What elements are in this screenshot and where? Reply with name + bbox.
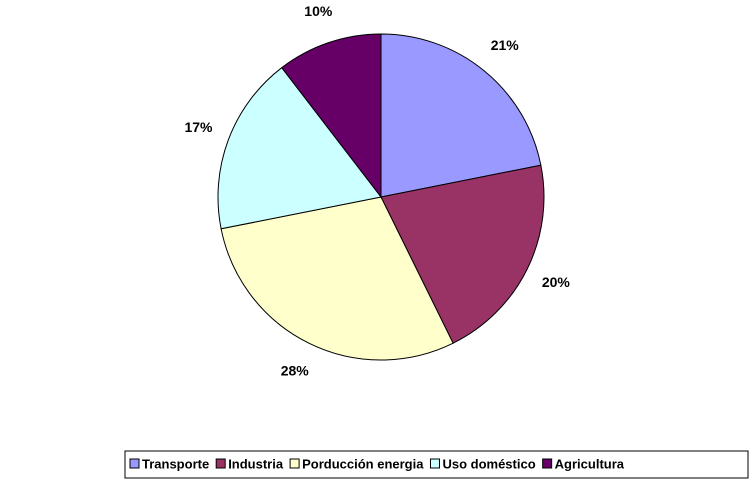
data-label: 10% [304,3,333,19]
legend-swatch [129,458,140,469]
data-label: 17% [184,119,213,135]
pie-slice [281,33,382,199]
pie-slice [217,66,382,230]
legend-label: Uso doméstico [442,456,535,471]
legend-swatch [429,458,440,469]
data-label: 28% [281,363,310,379]
data-label: 20% [542,274,571,290]
legend-label: Agricultura [555,456,625,471]
data-label: 21% [491,37,520,53]
legend-label: Transporte [142,456,209,471]
pie-slice [220,196,454,361]
pie-slice [380,33,542,198]
legend-swatch [289,458,300,469]
legend-swatch [215,458,226,469]
legend-label: Industria [228,456,284,471]
legend-label: Porducción energia [302,456,424,471]
pie-slice [380,164,545,344]
legend-swatch [542,458,553,469]
